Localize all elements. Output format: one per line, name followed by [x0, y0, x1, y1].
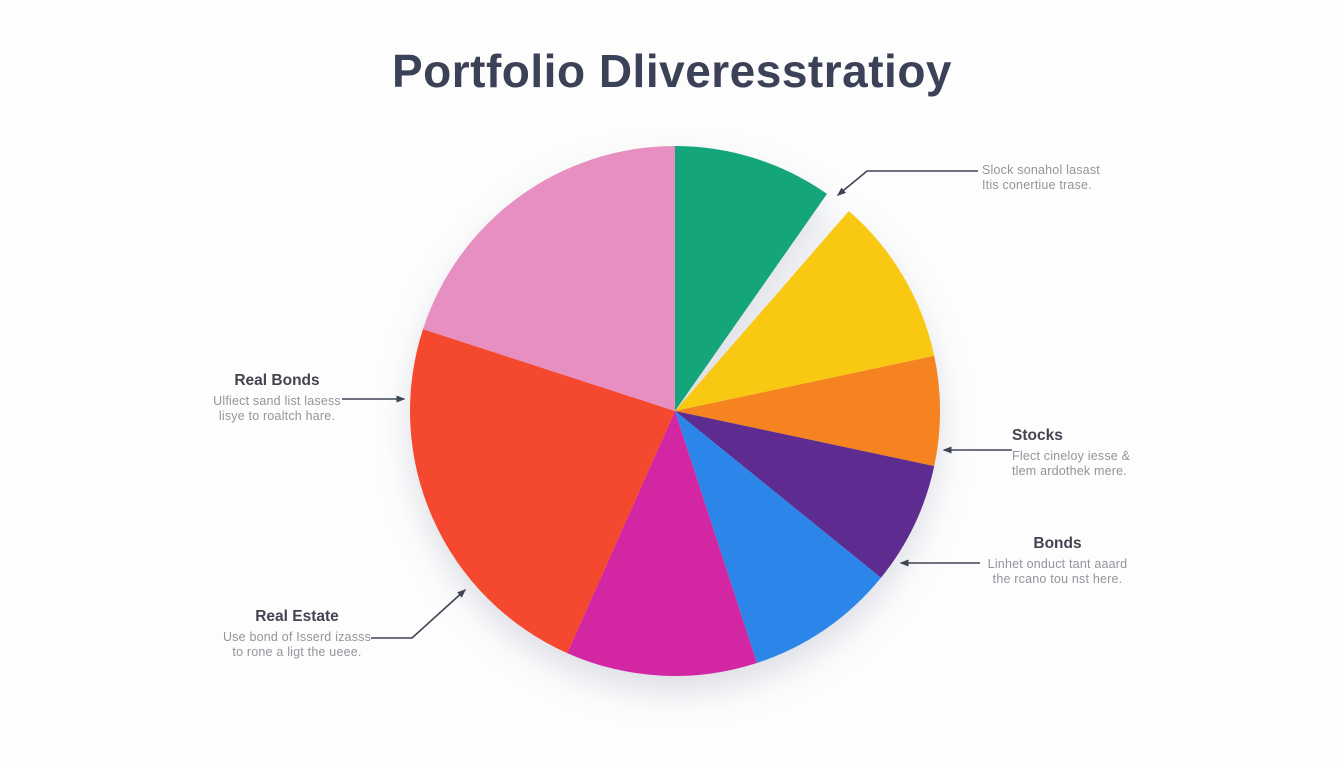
annotation-bonds: Bonds Linhet onduct tant aaard the rcano…: [975, 535, 1140, 586]
annotation-real-estate: Real Estate Use bond of Isserd izasss to…: [218, 608, 376, 659]
real-estate-leader-arrow: [371, 588, 467, 639]
annotation-text-line: Use bond of Isserd izasss: [222, 630, 372, 644]
pie-slice-yellow-segment: [675, 211, 935, 411]
pie-slices: [409, 146, 941, 677]
annotation-text-line: Ulfiect sand list lasess: [213, 394, 341, 408]
page-title: Portfolio Dliveresstratioy: [391, 45, 953, 97]
annotation-text-line: Slock sonahol lasast: [982, 163, 1100, 177]
annotation-text-line: the rcano tou nst here.: [992, 571, 1123, 586]
pie-slice-orange-segment: [675, 355, 941, 467]
leader-lines: [342, 170, 1012, 639]
pie-slice-blue-segment: [675, 411, 881, 664]
annotation-heading: Bonds: [1033, 535, 1082, 552]
pie-slice-red-segment: [409, 329, 675, 654]
annotation-real-bonds: Real Bonds Ulfiect sand list lasess lisy…: [203, 372, 351, 423]
annotation-heading: Real Estate: [255, 608, 339, 625]
annotation-text-line: Itis conertiue trase.: [982, 177, 1092, 192]
pie-slice-purple-segment: [675, 411, 935, 578]
annotation-stocks: Stocks Flect cineloy iesse & tlem ardoth…: [1012, 427, 1192, 478]
pie-slice-magenta-segment: [567, 411, 757, 677]
annotation-stock-callout: Slock sonahol lasast Itis conertiue tras…: [982, 163, 1182, 192]
pie-slice-pink-segment: [422, 146, 675, 411]
annotation-text-line: Flect cineloy iesse &: [1012, 449, 1131, 463]
annotation-text-line: to rone a ligt the ueee.: [232, 644, 362, 659]
stock-callout-leader-arrow: [836, 170, 978, 196]
pie-slice-teal-segment: [675, 146, 827, 411]
annotation-text-line: lisye to roaltch hare.: [218, 408, 336, 423]
annotation-text-line: tlem ardothek mere.: [1012, 463, 1127, 478]
annotation-text-line: Linhet onduct tant aaard: [987, 557, 1128, 571]
annotation-heading: Real Bonds: [234, 372, 320, 389]
annotation-heading: Stocks: [1012, 427, 1063, 444]
